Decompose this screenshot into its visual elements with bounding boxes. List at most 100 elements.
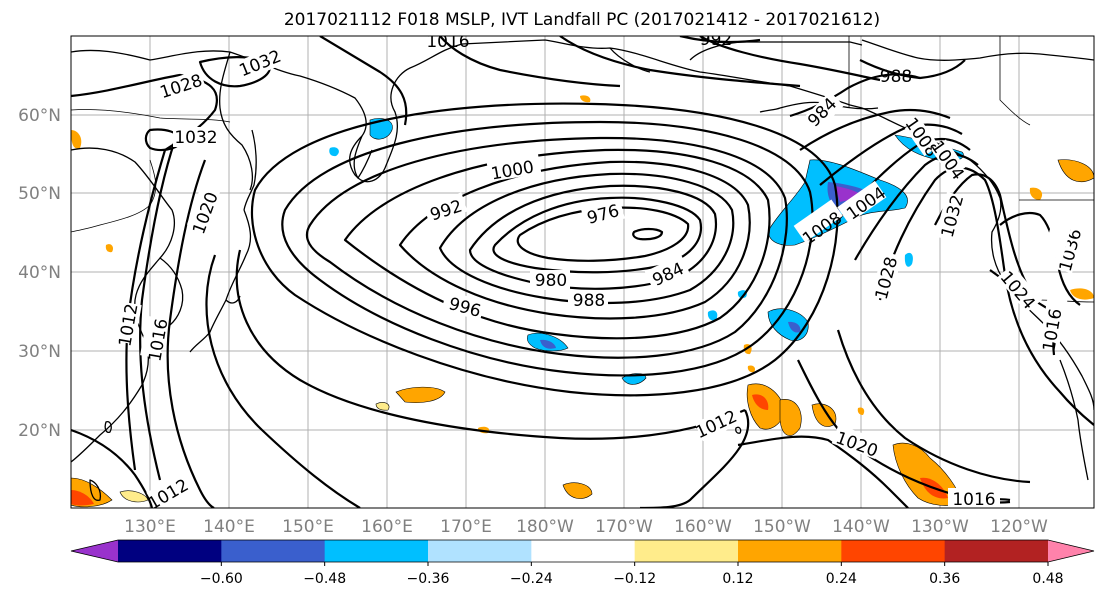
ivt-positive-20n-west xyxy=(395,386,446,403)
svg-text:130°W: 130°W xyxy=(911,517,969,537)
ivt-positive-sw2 xyxy=(119,490,149,503)
coast-korea-china xyxy=(71,147,175,463)
ivt-positive-ne1 xyxy=(1057,159,1094,182)
svg-text:980: 980 xyxy=(535,271,567,291)
isobar-1012-n xyxy=(439,36,621,88)
ivt-positive-south xyxy=(562,482,593,499)
ivt-negative-kamchatka xyxy=(369,118,393,140)
colorbar-tick-label: −0.60 xyxy=(200,571,243,587)
colorbar-extend-high xyxy=(1048,540,1094,562)
isobar-1032-w xyxy=(198,56,271,88)
map-panel: 1028 1032 1032 1020 1016 1012 1008 1004 … xyxy=(70,30,1095,509)
colorbar-bin xyxy=(634,540,739,562)
isobar-1004-n xyxy=(699,36,881,82)
ivt-positive-ne3 xyxy=(1070,288,1094,300)
isobar-1012-e xyxy=(799,108,951,151)
svg-text:1016: 1016 xyxy=(426,32,469,52)
map-frame xyxy=(70,35,1095,509)
svg-text:20°N: 20°N xyxy=(18,421,61,441)
colorbar-tick-label: 0.36 xyxy=(929,571,960,587)
coast-canada-north xyxy=(861,39,1094,61)
colorbar: −0.60 −0.48 −0.36 −0.24 −0.12 0.12 0.24 0.36 0.4… xyxy=(70,539,1095,587)
svg-text:160°E: 160°E xyxy=(361,517,413,537)
isobar-1016-w xyxy=(205,254,361,508)
ivt-negative-midpacific-core xyxy=(540,339,556,349)
isobar-980 xyxy=(492,196,703,274)
svg-text:1032: 1032 xyxy=(174,128,217,148)
svg-text:150°W: 150°W xyxy=(753,517,811,537)
isobar-988 xyxy=(438,172,735,305)
ivt-positive-west-edge xyxy=(71,130,82,149)
isobar-1020-sub xyxy=(737,435,909,508)
coast-island-philippines xyxy=(89,479,102,501)
colorbar-bin xyxy=(118,540,222,562)
isobar-1036-w xyxy=(144,128,184,152)
isobar-1016-n xyxy=(319,36,408,126)
coast-taiwan xyxy=(104,420,112,434)
ivt-negative-30n-core xyxy=(788,321,801,333)
colorbar-tick-label: −0.24 xyxy=(510,571,553,587)
svg-text:170°E: 170°E xyxy=(440,517,492,537)
svg-text:60°N: 60°N xyxy=(18,106,61,126)
ivt-positive-20n-small xyxy=(375,402,390,411)
ivt-positive-small-d xyxy=(857,407,865,415)
figure-title: 2017021112 F018 MSLP, IVT Landfall PC (2… xyxy=(284,10,880,30)
svg-text:160°W: 160°W xyxy=(674,517,732,537)
colorbar-bin xyxy=(531,540,636,562)
coast-asia-north xyxy=(71,39,863,183)
isobar-1008-n xyxy=(559,36,801,88)
colorbar-tick-label: 0.12 xyxy=(722,571,753,587)
coast-okhotsk xyxy=(219,51,253,191)
svg-text:40°N: 40°N xyxy=(18,263,61,283)
ivt-negative-30n xyxy=(767,308,809,341)
ivt-positive-small-e xyxy=(105,244,114,253)
svg-text:120°W: 120°W xyxy=(990,517,1048,537)
svg-text:988: 988 xyxy=(573,291,605,311)
isobar-1012-sw xyxy=(71,428,154,508)
svg-text:150°E: 150°E xyxy=(282,517,334,537)
colorbar-tick-label: −0.36 xyxy=(407,571,450,587)
colorbar-tick-label: −0.12 xyxy=(613,571,656,587)
svg-text:992: 992 xyxy=(700,30,732,50)
isobar-1008 xyxy=(250,102,839,397)
svg-text:180°W: 180°W xyxy=(516,517,574,537)
isobar-1004 xyxy=(281,120,814,377)
colorbar-bin xyxy=(944,540,1049,562)
svg-text:988: 988 xyxy=(880,67,912,87)
svg-text:130°E: 130°E xyxy=(124,517,176,537)
isobar-1016-e xyxy=(819,123,963,186)
colorbar-tick-label: 0.24 xyxy=(826,571,857,587)
ivt-positive-small-f xyxy=(747,365,756,373)
svg-text:50°N: 50°N xyxy=(18,184,61,204)
colorbar-bin xyxy=(841,540,946,562)
svg-text:140°E: 140°E xyxy=(203,517,255,537)
ivt-positive-subtropical2 xyxy=(779,399,802,436)
isobar-976-inner xyxy=(632,227,664,241)
svg-text:140°W: 140°W xyxy=(832,517,890,537)
svg-text:170°W: 170°W xyxy=(595,517,653,537)
lon-labels: 130°E 140°E 150°E 160°E 170°E 180°W 170°… xyxy=(124,517,1048,537)
ivt-negative-small3 xyxy=(707,310,718,321)
colorbar-outline xyxy=(70,539,1095,563)
isobar-1024-e xyxy=(836,153,1031,484)
ivt-negative-small4 xyxy=(737,290,747,299)
isobar-1020-w xyxy=(166,159,215,508)
colorbar-tick-label: 0.48 xyxy=(1032,571,1063,587)
isobar-1032-e xyxy=(934,173,1031,291)
colorbar-bin xyxy=(221,540,326,562)
ivt-positive-subtropical1-core xyxy=(752,394,769,410)
colorbar-bin xyxy=(738,540,842,562)
lat-labels: 60°N 50°N 40°N 30°N 20°N xyxy=(18,106,61,441)
coast-kamchatka xyxy=(353,135,373,179)
isobar-1024-w xyxy=(139,139,177,481)
colorbar-tick-label: −0.48 xyxy=(303,571,346,587)
colorbar-bin xyxy=(324,540,429,562)
coast-baja xyxy=(1059,359,1089,481)
ivt-positive-sw-core xyxy=(71,490,94,506)
coast-korea-peninsula xyxy=(159,257,184,326)
colorbar-extend-low xyxy=(71,540,118,562)
svg-text:30°N: 30°N xyxy=(18,342,61,362)
isobar-992-n xyxy=(679,36,761,44)
ivt-negative-small5 xyxy=(904,252,913,267)
